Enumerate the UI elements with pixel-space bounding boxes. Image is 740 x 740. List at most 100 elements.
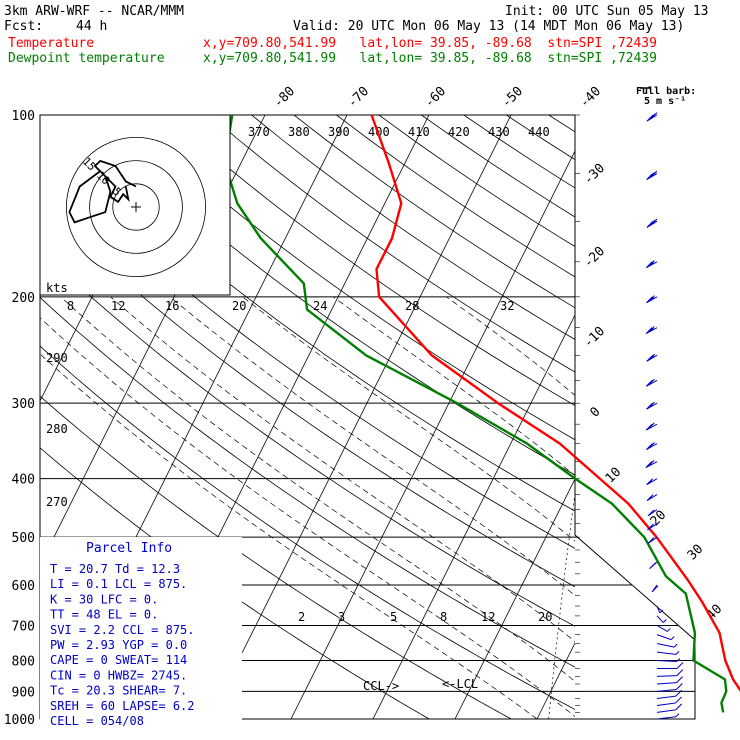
barb-staff [656,615,664,623]
hodograph-ring [89,160,183,254]
dry-adiabat [378,115,575,247]
barb-half-feather [666,628,671,632]
barb-half-feather [648,480,653,484]
pressure-label: 600 [12,579,35,594]
isotherm-label: -80 [271,84,298,111]
barb-feather [646,173,654,180]
wind-barb [651,584,659,593]
barb-staff [656,675,677,677]
wind-barb [645,378,658,387]
legend-temperature-info: x,y=709.80,541.99 lat,lon= 39.85, -89.68… [203,36,657,51]
barb-half-feather [650,261,654,266]
thermo-grid [39,114,740,720]
mixing-ratio-label: 12 [481,610,495,624]
isotherm-line [701,115,740,719]
theta-label: 270 [46,495,68,509]
parcel-info-row: CIN = 0 HWBZ= 2745. [50,668,187,682]
parcel-info-panel: Parcel Info T = 20.7 Td = 12.3LI = 0.1 LC… [40,537,242,728]
wind-barb [656,615,667,623]
barb-feather [675,683,683,690]
dry-adiabat [40,203,575,588]
barb-feather [645,423,653,431]
hodograph-ring [66,136,206,277]
barb-staff [656,689,677,692]
isotherm-label: 30 [685,542,707,564]
mixing-ratio-line [705,479,718,719]
pressure-label: 100 [12,109,35,124]
barb-staff [646,402,658,410]
barb-feather [675,703,683,711]
wind-barb [645,260,658,269]
mixing-ratio-label: 24 [313,299,327,313]
isotherm-label: -70 [345,84,372,111]
dry-adiabat [40,345,575,710]
barb-staff [656,709,676,713]
dry-adiabat [166,115,575,406]
parcel-info-row: TT = 48 EL = 0. [50,608,158,622]
barb-feather [646,296,653,304]
parcel-info-row: PW = 2.93 YGP = 0.0 [50,638,187,652]
mixing-ratio-label: 20 [538,610,552,624]
wind-barb [646,401,658,410]
moist-adiabat [40,353,538,720]
wind-barb [656,605,664,614]
barb-staff [646,443,658,450]
barb-half-feather [659,609,664,614]
barb-feather [648,260,655,267]
parcel-info-row: SVI = 2.2 CCL = 875. [50,623,195,637]
mixing-ratio-label: 2 [298,610,305,624]
isotherm-line [454,478,575,720]
wind-barb [646,112,658,122]
isotherm-label: -60 [422,84,449,111]
isotherm-line [619,115,740,719]
theta-label: 420 [448,125,470,139]
barb-feather [647,460,655,467]
theta-label: 380 [288,125,310,139]
theta-label: 440 [528,125,550,139]
wind-barb [647,536,658,544]
dry-adiabat [40,395,512,720]
wind-barb [647,523,658,531]
barb-feather [647,326,655,333]
moist-adiabat [169,296,575,596]
barb-feather [645,461,653,468]
barb-feather [648,113,656,121]
wind-barb [646,442,658,450]
barb-feather [676,669,684,676]
pressure-label: 400 [12,473,35,488]
ccl-annotation: CCL-> [363,679,399,693]
pressure-label: 700 [12,619,35,634]
barb-half-feather [675,713,680,718]
mixing-ratio-label: 5 [390,610,397,624]
mixing-ratio-label: 12 [111,299,125,313]
wind-barb [657,662,684,670]
isotherm-label: -10 [581,324,608,351]
barb-staff [645,423,658,431]
mixing-ratio-label: 3 [338,610,345,624]
barb-staff [656,651,677,655]
wind-barb [645,422,658,431]
dry-adiabat [336,115,575,278]
dry-adiabat [40,115,575,512]
barb-feather [645,379,653,387]
wind-barb [649,561,658,570]
barb-staff [645,461,658,468]
parcel-info-row: CELL = 054/08 [50,714,144,728]
barb-feather [648,171,656,179]
wind-barb [646,478,658,486]
wind-barb [656,696,682,707]
mixing-ratio-label: 32 [500,299,514,313]
isotherm-line [208,115,512,720]
dry-adiabat [293,115,575,309]
barb-staff [656,716,677,720]
isotherm-label: -20 [581,244,608,271]
barb-feather [646,443,653,450]
series-line-dewpoint-temperature [223,114,728,713]
isotherm-line [372,314,575,720]
barb-feather [646,494,654,501]
wind-barb [647,509,658,517]
dry-adiabat [40,296,575,668]
mixing-ratio-line [548,491,575,720]
wind-barb [645,326,658,335]
series-line-temperature [370,114,740,692]
